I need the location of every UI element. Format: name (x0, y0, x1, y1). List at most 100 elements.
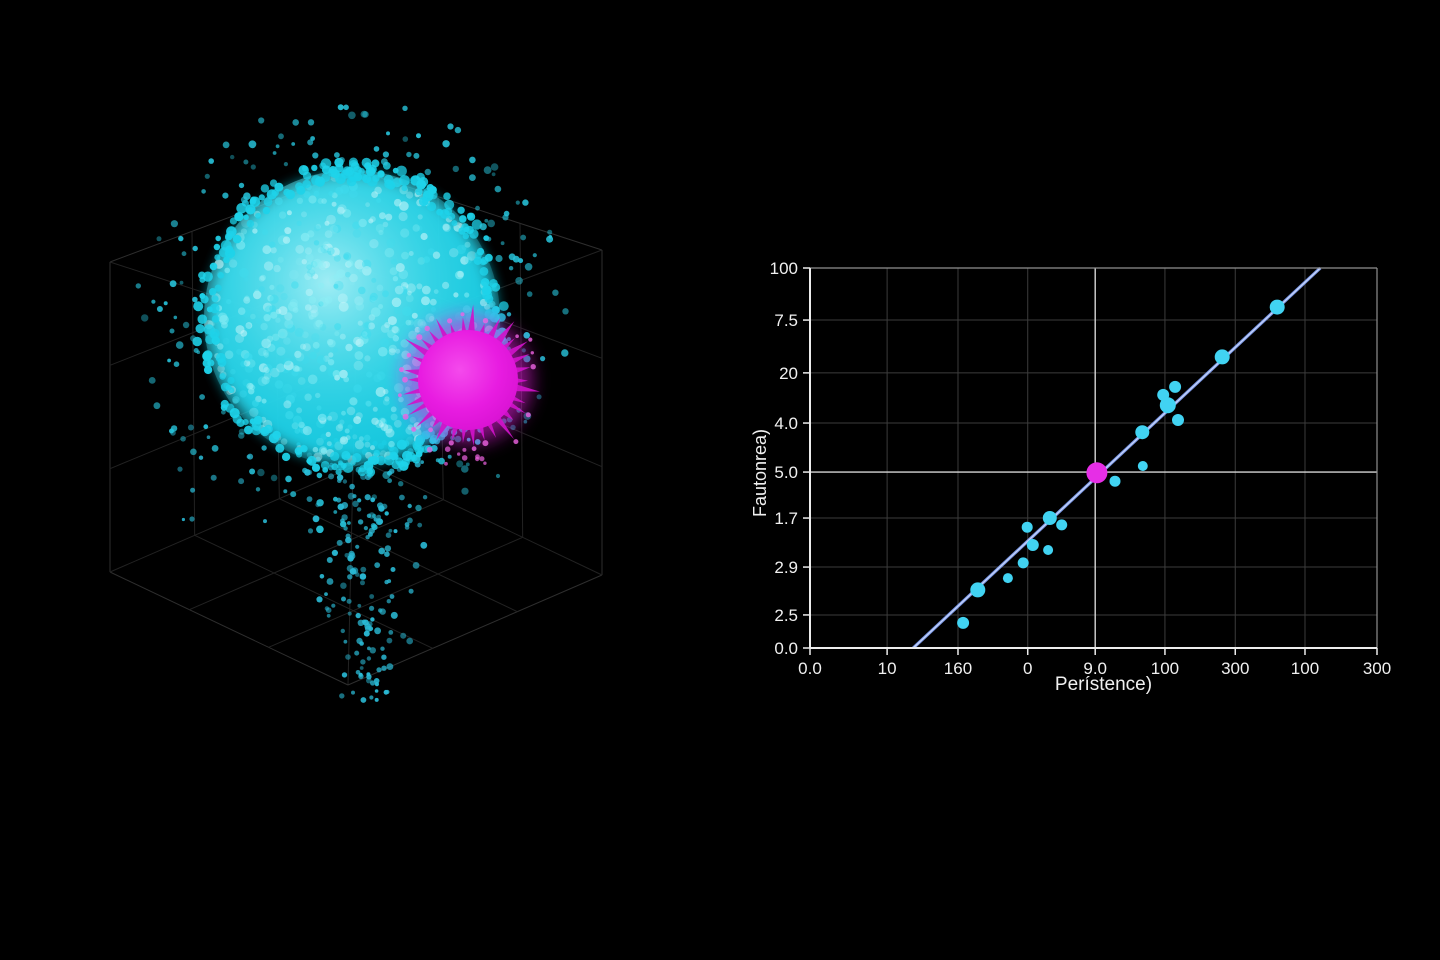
cloud-speckle (464, 256, 473, 264)
cloud-rim-dot (415, 188, 423, 196)
trail-dot (381, 503, 388, 510)
trail-dot (420, 460, 424, 464)
cloud-halo-dot (371, 494, 377, 500)
cloud-speckle (406, 191, 414, 199)
cloud-halo-dot (461, 487, 469, 495)
cloud-speckle (300, 343, 306, 350)
y-tick-label: 2.5 (774, 606, 798, 625)
cloud-speckle (289, 269, 299, 280)
cloud-rim-dot (366, 468, 373, 475)
cloud-speckle (327, 415, 332, 421)
scatter-point (1214, 349, 1230, 365)
cloud-speckle (354, 296, 364, 306)
trail-dot (357, 619, 364, 626)
trail-dot (187, 424, 194, 431)
trail-dot (406, 637, 414, 645)
cloud-speckle (332, 224, 342, 233)
cloud-speckle (302, 343, 311, 352)
cloud-speckle (296, 197, 304, 204)
cloud-rim-dot (396, 439, 407, 450)
cloud-speckle (334, 331, 340, 337)
cloud-rim-dot (263, 197, 273, 207)
cloud-speckle (286, 210, 292, 216)
cloud-speckle (219, 315, 229, 325)
cloud-halo-dot (316, 525, 324, 534)
cloud-rim-dot (244, 425, 253, 435)
cloud-rim-dot (383, 174, 394, 185)
trail-dot (367, 646, 371, 651)
cloud-halo-dot (381, 158, 388, 166)
cloud-rim-dot (361, 157, 372, 168)
trail-dot (363, 630, 370, 637)
cloud-halo-dot (283, 489, 288, 494)
cloud-rim-dot (481, 285, 492, 296)
trail-dot (374, 697, 379, 702)
cloud-halo-dot (416, 133, 421, 139)
cloud-speckle (308, 296, 317, 304)
cloud-rim-dot (249, 198, 256, 205)
cloud-speckle (370, 445, 375, 451)
cloud-speckle (245, 322, 253, 329)
cloud-halo-dot (522, 199, 529, 206)
blob-speck (444, 446, 451, 453)
trail-dot (342, 479, 348, 484)
cloud-speckle (327, 359, 335, 366)
cloud-rim-dot (480, 259, 487, 266)
cloud-speckle (346, 260, 354, 267)
cloud-rim-dot (235, 236, 242, 243)
cloud-speckle (285, 411, 294, 420)
x-tick-label: 160 (944, 659, 972, 678)
cloud-rim-dot (269, 179, 278, 187)
cloud-speckle (242, 379, 251, 387)
cloud-speckle (390, 413, 398, 421)
trail-dot (355, 670, 361, 675)
blob-speck (483, 461, 487, 465)
cloud-speckle (300, 426, 309, 435)
cloud-rim-dot (281, 452, 291, 462)
cloud-rim-dot (369, 455, 380, 465)
cloud-halo-dot (312, 152, 319, 159)
cloud-speckle (364, 321, 371, 329)
trail-dot (359, 666, 364, 670)
trail-dot (316, 596, 323, 603)
trail-dot (354, 650, 360, 656)
cloud-speckle (263, 261, 274, 271)
y-tick-label: 100 (770, 259, 798, 278)
cloud-speckle (392, 335, 399, 343)
cloud-halo-dot (508, 253, 516, 261)
cloud-halo-dot (495, 254, 503, 263)
trail-dot (210, 474, 217, 481)
cube-edge (109, 571, 349, 686)
cloud-halo-dot (230, 154, 235, 160)
cloud-speckle (267, 295, 274, 302)
cloud-speckle (344, 428, 350, 434)
cloud-speckle (304, 273, 312, 281)
cloud-halo-dot (465, 462, 470, 467)
scatter-point (1135, 425, 1150, 440)
cloud-halo-dot (503, 210, 510, 217)
y-tick-label: 5.0 (774, 463, 798, 482)
cloud-speckle (284, 319, 294, 329)
cloud-speckle (275, 308, 282, 315)
cloud-speckle (378, 304, 384, 309)
cloud-speckle (307, 230, 315, 238)
cloud-speckle (353, 384, 362, 393)
cloud-speckle (260, 322, 268, 331)
cloud-speckle (312, 258, 322, 268)
cloud-rim-dot (335, 468, 342, 476)
cloud-rim-dot (346, 176, 357, 187)
cloud-speckle (333, 347, 339, 353)
cloud-speckle (390, 406, 397, 413)
cloud-speckle (295, 352, 305, 362)
cloud-rim-dot (391, 460, 401, 470)
blob-spike-tip (447, 318, 453, 324)
cloud-speckle (309, 268, 315, 274)
cloud-rim-dot (341, 169, 351, 179)
trail-dot (374, 562, 381, 568)
cloud-rim-dot (489, 279, 498, 288)
trail-dot (370, 497, 376, 503)
cloud-speckle (296, 407, 303, 414)
trail-dot (412, 562, 420, 569)
cloud-speckle (283, 357, 292, 366)
scatter-point (1017, 557, 1029, 569)
